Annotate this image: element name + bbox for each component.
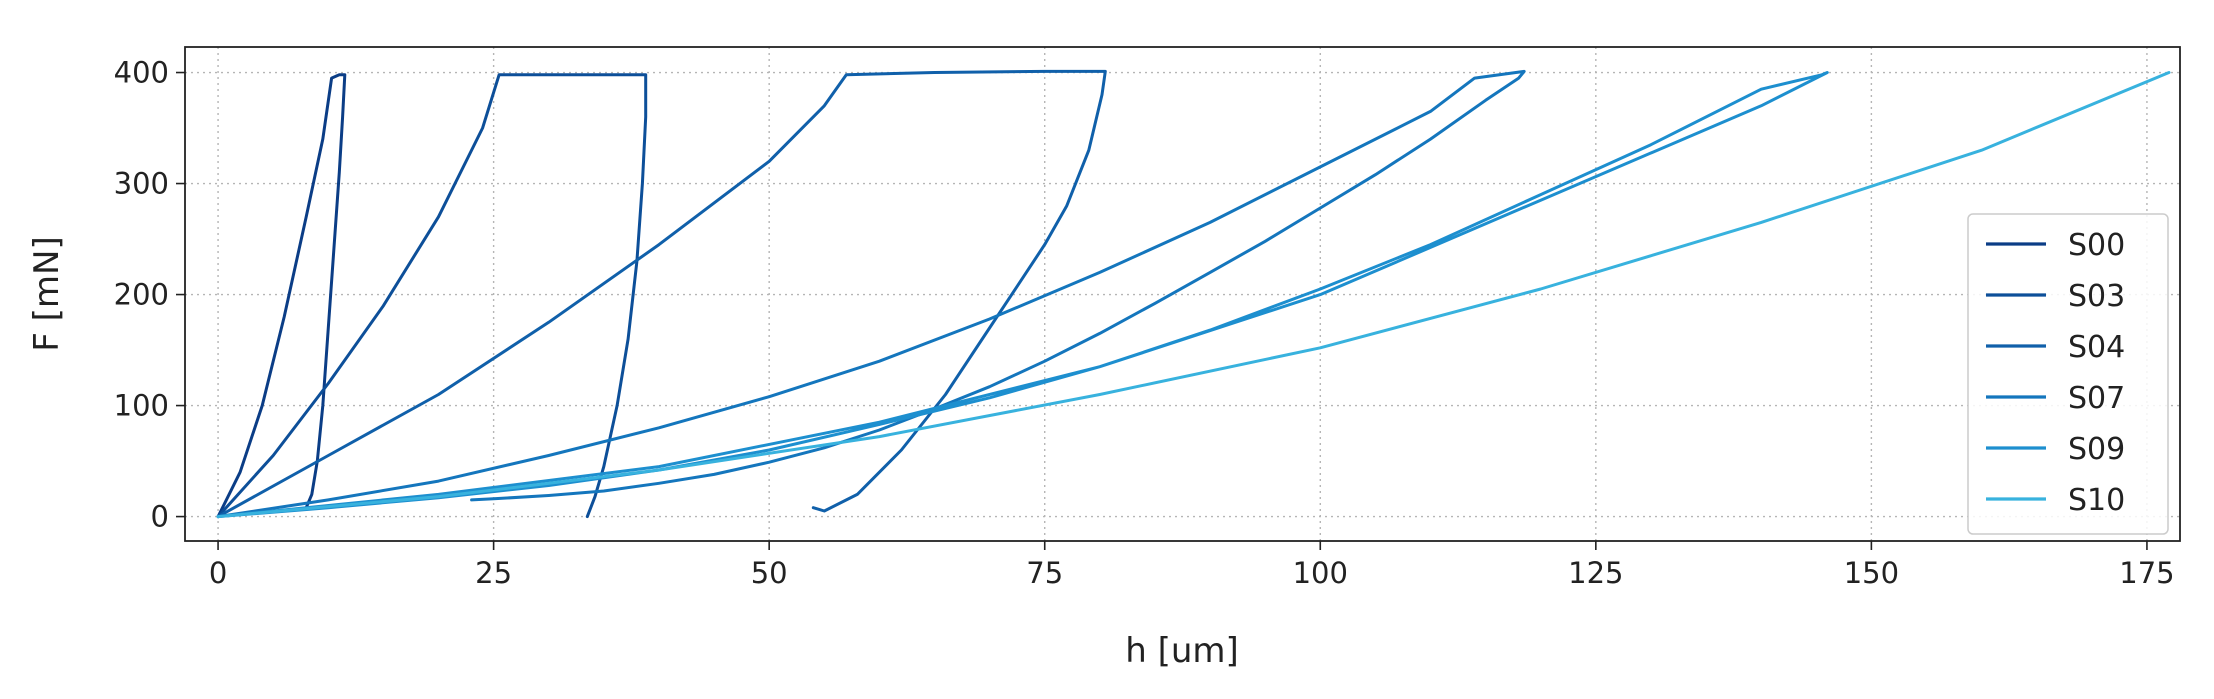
series-line-s04 [216, 69, 1107, 519]
series-line-s07 [216, 69, 1526, 519]
legend-label-s03: S03 [2068, 279, 2125, 314]
x-tick-label: 150 [1844, 556, 1899, 590]
y-tick-label: 0 [151, 500, 169, 534]
x-axis-label: h [um] [1125, 631, 1239, 671]
legend-label-s10: S10 [2068, 483, 2125, 518]
x-tick-label: 175 [2119, 556, 2174, 590]
legend-label-s07: S07 [2068, 381, 2125, 416]
x-tick-label: 100 [1293, 556, 1348, 590]
x-tick-label: 75 [1026, 556, 1063, 590]
x-tick-label: 25 [475, 556, 512, 590]
legend-label-s00: S00 [2068, 228, 2125, 263]
y-tick-label: 100 [114, 389, 169, 423]
x-axis-ticks: 0 25 50 75 100 125 150 175 [209, 541, 2175, 590]
series-layer [216, 69, 2171, 519]
y-axis-ticks: 0 100 200 300 400 [114, 56, 185, 534]
x-tick-label: 50 [751, 556, 788, 590]
y-tick-label: 400 [114, 56, 169, 90]
legend: S00 S03 S04 S07 S09 S10 [1967, 213, 2169, 535]
series-line-s10 [216, 71, 2171, 519]
y-axis-label: F [mN] [27, 236, 67, 351]
series-line-s03 [216, 73, 648, 519]
y-tick-label: 200 [114, 278, 169, 312]
series-line-s00 [216, 73, 347, 519]
y-tick-label: 300 [114, 167, 169, 201]
x-tick-label: 125 [1568, 556, 1623, 590]
legend-label-s09: S09 [2068, 432, 2125, 467]
legend-label-s04: S04 [2068, 330, 2125, 365]
x-tick-label: 0 [209, 556, 227, 590]
